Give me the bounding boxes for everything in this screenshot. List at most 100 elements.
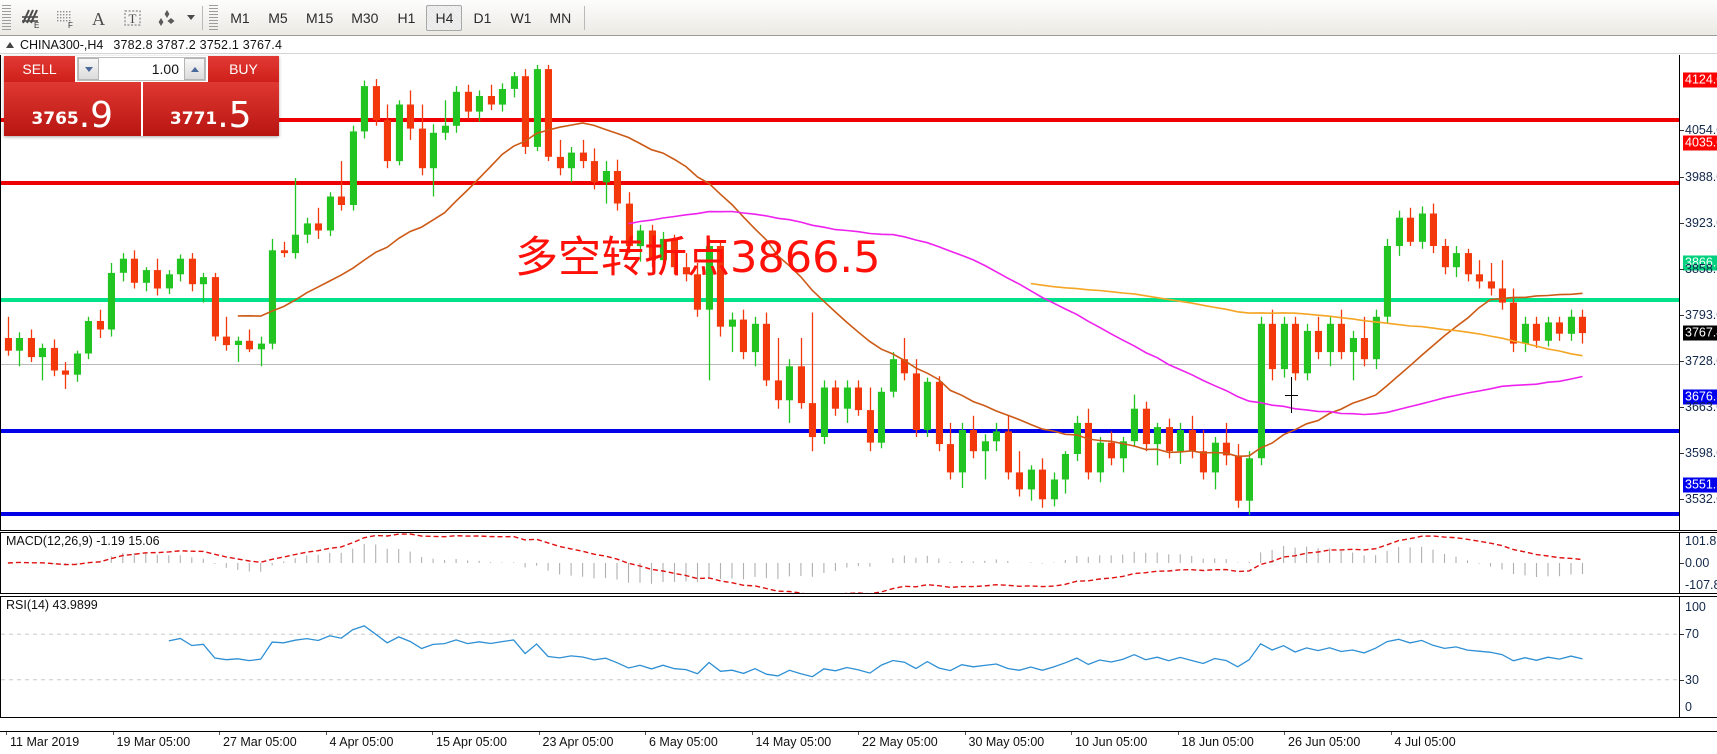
time-label-11: 18 Jun 05:00 bbox=[1181, 735, 1254, 749]
chart-area[interactable]: 多空转折点3866.5 4124.0 4054.04035.0 3988.0 3923… bbox=[0, 55, 1717, 731]
price-tick bbox=[1680, 499, 1684, 501]
price-tick bbox=[1680, 452, 1684, 454]
time-tick bbox=[1284, 732, 1285, 735]
timeframe-m5[interactable]: M5 bbox=[268, 9, 288, 26]
macd-label-0: 101.81 bbox=[1685, 534, 1717, 548]
price-label-3988-0: 3988.0 bbox=[1685, 169, 1717, 184]
level-line-4124 bbox=[1, 118, 1679, 122]
time-axis: 11 Mar 2019 19 Mar 05:00 27 Mar 05:00 4 Apr… bbox=[0, 731, 1717, 754]
time-label-12: 26 Jun 05:00 bbox=[1288, 735, 1361, 749]
price-label-3532-0: 3532.0 bbox=[1685, 492, 1717, 507]
timeframe-d1[interactable]: D1 bbox=[473, 9, 492, 26]
toolbar-grip-1[interactable] bbox=[2, 4, 11, 31]
time-label-4: 15 Apr 05:00 bbox=[436, 735, 507, 749]
macd-pane[interactable]: MACD(12,26,9) -1.19 15.06 101.81 0.00 -107… bbox=[0, 532, 1717, 594]
rsi-scale: 100 70 30 0 bbox=[1679, 597, 1717, 717]
toolbar-separator bbox=[202, 5, 203, 30]
time-tick bbox=[6, 732, 7, 735]
volume-value[interactable]: 1.00 bbox=[151, 61, 179, 77]
timeframe-w1[interactable]: W1 bbox=[510, 9, 532, 26]
price-label-3676-5: 3676.5 bbox=[1683, 389, 1717, 405]
price-label-3793-0: 3793.0 bbox=[1685, 307, 1717, 322]
ask-price[interactable]: 3771 .5 bbox=[142, 82, 279, 136]
current-price-line bbox=[1, 364, 1679, 365]
ohlc-values: 3782.8 3787.2 3752.1 3767.4 bbox=[113, 37, 283, 52]
rsi-tick bbox=[1680, 634, 1684, 636]
price-label-3767-4: 3767.4 bbox=[1683, 325, 1717, 341]
price-scale[interactable]: 4124.0 4054.04035.0 3988.0 3923.0 3866.53858… bbox=[1679, 55, 1717, 530]
main-toolbar: E F A bbox=[0, 0, 1717, 36]
time-label-0: 11 Mar 2019 bbox=[10, 735, 80, 749]
timeframe-h4[interactable]: H4 bbox=[426, 4, 463, 31]
candlestick-series bbox=[4, 64, 1586, 515]
rsi-plot[interactable] bbox=[1, 597, 1679, 717]
macd-label-1: 0.00 bbox=[1685, 556, 1710, 570]
price-label-3866-5: 3866.5 bbox=[1683, 255, 1717, 271]
time-tick bbox=[645, 732, 646, 735]
symbol-label: CHINA300-,H4 bbox=[20, 37, 104, 52]
volume-stepper[interactable]: 1.00 bbox=[77, 57, 206, 81]
trade-panel-prices: 3765 .9 3771 .5 bbox=[4, 82, 279, 136]
rsi-label-100: 100 bbox=[1685, 600, 1706, 614]
rsi-pane[interactable]: RSI(14) 43.9899 100 70 30 0 bbox=[0, 596, 1717, 718]
timeframe-m30[interactable]: M30 bbox=[351, 9, 379, 26]
price-label-4035-0: 4035.0 bbox=[1683, 135, 1717, 151]
objects-dropdown-caret-icon[interactable] bbox=[184, 3, 198, 33]
text-label-icon[interactable]: T bbox=[116, 3, 150, 33]
macd-scale: 101.81 0.00 -107.82 bbox=[1679, 533, 1717, 593]
macd-label: MACD(12,26,9) -1.19 15.06 bbox=[6, 534, 160, 548]
volume-increase-icon[interactable] bbox=[184, 58, 205, 80]
indicators-icon[interactable]: E bbox=[14, 3, 48, 33]
bid-price[interactable]: 3765 .9 bbox=[4, 82, 143, 136]
time-tick bbox=[538, 732, 540, 735]
chart-annotation: 多空转折点3866.5 bbox=[515, 233, 881, 283]
time-tick bbox=[858, 732, 859, 735]
price-tick bbox=[1680, 268, 1684, 270]
objects-icon[interactable] bbox=[150, 3, 184, 33]
rsi-label-70: 70 bbox=[1685, 627, 1699, 642]
level-line-3866 bbox=[1, 298, 1679, 302]
timeframe-mn[interactable]: MN bbox=[549, 9, 572, 26]
toolbar-grip-2[interactable] bbox=[209, 4, 218, 31]
rsi-series bbox=[1, 625, 1679, 681]
time-tick bbox=[325, 732, 327, 735]
price-plot[interactable] bbox=[1, 55, 1679, 530]
price-label-3598-0: 3598.0 bbox=[1685, 445, 1717, 460]
timeframe-m1[interactable]: M1 bbox=[230, 9, 250, 26]
timeframe-h1[interactable]: H1 bbox=[397, 9, 416, 26]
timeframe-m15[interactable]: M15 bbox=[306, 9, 334, 26]
price-tick bbox=[1680, 129, 1684, 131]
price-tick bbox=[1680, 360, 1684, 362]
price-label-4124-0: 4124.0 bbox=[1683, 72, 1717, 88]
volume-decrease-icon[interactable] bbox=[78, 58, 99, 80]
time-label-13: 4 Jul 05:00 bbox=[1394, 735, 1456, 749]
grid-icon[interactable]: F bbox=[48, 3, 82, 33]
macd-plot[interactable] bbox=[1, 533, 1679, 593]
price-label-3663-0: 3663.0 bbox=[1685, 399, 1717, 414]
price-label-4054-0: 4054.0 bbox=[1685, 122, 1717, 137]
one-click-trading-panel[interactable]: SELL 1.00 BUY 3765 .9 3771 .5 bbox=[4, 56, 279, 136]
moving-average-overlay bbox=[237, 122, 1583, 458]
time-tick bbox=[964, 732, 966, 735]
price-tick bbox=[1680, 176, 1684, 178]
time-label-1: 19 Mar 05:00 bbox=[116, 735, 191, 749]
time-tick bbox=[751, 732, 753, 735]
price-label-3923-0: 3923.0 bbox=[1685, 215, 1717, 230]
time-tick bbox=[112, 732, 114, 735]
level-line-3676 bbox=[1, 429, 1679, 433]
level-line-3551 bbox=[1, 512, 1679, 516]
buy-button[interactable]: BUY bbox=[208, 56, 279, 82]
toolbar-separator-2 bbox=[584, 5, 586, 30]
sell-button[interactable]: SELL bbox=[4, 56, 75, 82]
price-tick bbox=[1680, 314, 1684, 316]
ask-price-int: 3771 bbox=[169, 109, 218, 129]
time-label-6: 6 May 05:00 bbox=[649, 735, 718, 749]
price-pane[interactable]: 多空转折点3866.5 4124.0 4054.04035.0 3988.0 3923… bbox=[0, 55, 1717, 531]
macd-tick bbox=[1680, 563, 1684, 564]
collapse-triangle-icon[interactable] bbox=[6, 41, 14, 48]
time-tick bbox=[432, 732, 433, 735]
svg-text:F: F bbox=[68, 21, 73, 30]
time-tick bbox=[1390, 732, 1392, 735]
price-tick bbox=[1680, 222, 1684, 224]
text-icon[interactable]: A bbox=[82, 3, 116, 33]
